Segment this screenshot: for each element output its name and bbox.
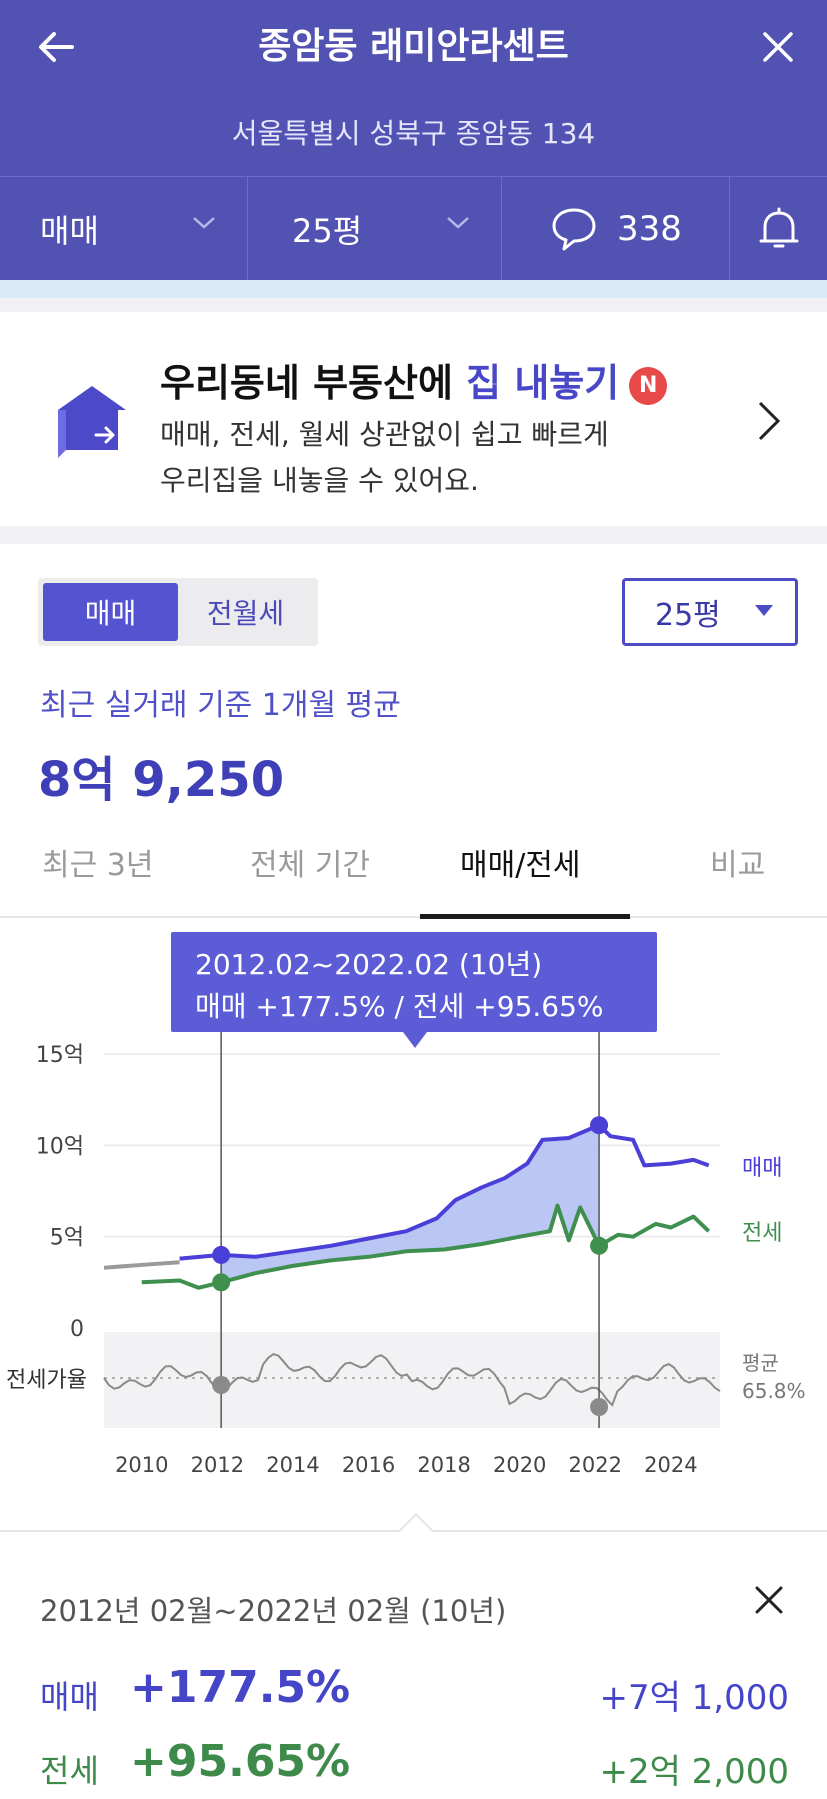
sale-series-label: 매매 xyxy=(742,1156,782,1181)
banner-desc-line1: 매매, 전세, 월세 상관없이 쉽고 빠르게 xyxy=(160,418,609,451)
new-badge: N xyxy=(629,366,668,405)
size-value: 25평 xyxy=(292,212,363,250)
speech-bubble-icon xyxy=(552,208,596,251)
banner-title: 우리동네 부동산에 집 내놓기 N xyxy=(160,352,668,407)
sale-line-early xyxy=(103,1260,180,1270)
deal-type-dropdown[interactable]: 매매 xyxy=(0,177,248,281)
sell-home-banner[interactable]: 우리동네 부동산에 집 내놓기 N 매매, 전세, 월세 상관없이 쉽고 빠르게 … xyxy=(0,312,827,526)
tooltip-change: 매매 +177.5% / 전세 +95.65% xyxy=(195,990,604,1023)
sale-amount: +7억 1,000 xyxy=(599,1678,789,1718)
jeonse-label: 전세 xyxy=(40,1752,99,1790)
sale-percent: +177.5% xyxy=(130,1662,351,1713)
header-divider xyxy=(0,280,827,298)
sale-point-marker xyxy=(590,1116,609,1135)
jeonse-percent: +95.65% xyxy=(130,1736,351,1787)
x-tick-label: 2012 xyxy=(191,1453,244,1477)
tab-recent-3y[interactable]: 최근 3년 xyxy=(42,848,154,883)
banner-title-highlight: 집 내놓기 xyxy=(466,361,620,405)
ratio-line xyxy=(103,1352,721,1407)
x-tick-label: 2020 xyxy=(493,1453,546,1477)
sale-label: 매매 xyxy=(40,1678,99,1716)
period-tabs: 최근 3년 전체 기간 매매/전세 비교 xyxy=(0,826,827,919)
series-lines xyxy=(103,1123,711,1290)
close-icon[interactable] xyxy=(753,22,803,72)
banner-title-main: 우리동네 부동산에 xyxy=(160,361,467,405)
selection-fill xyxy=(221,1125,600,1283)
x-tick-label: 2022 xyxy=(569,1453,622,1477)
selection-tooltip: 2012.02~2022.02 (10년) 매매 +177.5% / 전세 +9… xyxy=(171,932,657,1048)
x-axis-ticks: 2010 2012 2014 2016 2018 2020 2022 2024 xyxy=(115,1453,698,1477)
section-divider xyxy=(0,526,827,544)
size-dropdown[interactable]: 25평 xyxy=(248,177,502,281)
summary-range: 2012년 02월~2022년 02월 (10년) xyxy=(40,1594,507,1628)
chart-grid xyxy=(104,1053,720,1238)
deal-segment-control: 매매 전월세 xyxy=(38,578,318,646)
chevron-down-icon xyxy=(447,217,469,229)
ratio-point-marker xyxy=(590,1398,609,1416)
avg-price-value: 8억 9,250 xyxy=(38,752,285,808)
jeonse-series-label: 전세 xyxy=(742,1221,782,1246)
tab-compare[interactable]: 비교 xyxy=(710,848,766,883)
x-tick-label: 2014 xyxy=(266,1453,319,1477)
y-tick-label: 10억 xyxy=(36,1134,84,1159)
selection-area xyxy=(221,1125,600,1283)
page-title: 종암동 래미안라센트 xyxy=(258,26,569,67)
segment-rent[interactable]: 전월세 xyxy=(206,597,285,630)
panel-notch xyxy=(399,1513,433,1547)
x-tick-label: 2024 xyxy=(644,1453,697,1477)
comments-button[interactable]: 338 xyxy=(502,177,730,281)
tab-all-period[interactable]: 전체 기간 xyxy=(250,848,370,883)
chevron-down-icon xyxy=(193,217,215,229)
ratio-average-value: 65.8% xyxy=(742,1379,806,1403)
x-tick-label: 2016 xyxy=(342,1453,395,1477)
jeonse-point-marker xyxy=(212,1273,231,1292)
y-axis-ticks: 15억 10억 5억 0 xyxy=(36,1043,84,1342)
banner-desc-line2: 우리집을 내놓을 수 있어요. xyxy=(160,464,479,497)
x-tick-label: 2018 xyxy=(417,1453,470,1477)
deal-type-value: 매매 xyxy=(40,212,99,250)
sale-point-marker xyxy=(212,1245,231,1264)
ratio-label: 전세가율 xyxy=(6,1368,87,1393)
jeonse-line xyxy=(141,1203,711,1290)
address-text: 서울특별시 성북구 종암동 134 xyxy=(231,117,596,150)
filter-bar: 매매 25평 338 xyxy=(0,176,827,281)
y-tick-label: 0 xyxy=(70,1317,84,1342)
house-upload-icon xyxy=(58,386,126,458)
jeonse-ratio-panel: 전세가율 평균 65.8% xyxy=(6,1332,806,1428)
ratio-average-label: 평균 xyxy=(742,1351,779,1375)
back-arrow-icon[interactable] xyxy=(32,22,82,72)
bell-icon xyxy=(759,207,798,248)
sale-change-row: 매매 +177.5% +7억 1,000 xyxy=(40,1662,789,1722)
sale-line xyxy=(179,1123,710,1261)
app-header: 종암동 래미안라센트 서울특별시 성북구 종암동 134 매매 25평 338 xyxy=(0,0,827,281)
tab-sale-jeonse[interactable]: 매매/전세 xyxy=(460,848,581,883)
ratio-point-marker xyxy=(212,1376,231,1394)
size-select-value: 25평 xyxy=(655,598,721,633)
tooltip-range: 2012.02~2022.02 (10년) xyxy=(195,948,543,981)
jeonse-point-marker xyxy=(590,1236,609,1255)
jeonse-change-row: 전세 +95.65% +2억 2,000 xyxy=(40,1736,789,1796)
jeonse-amount: +2억 2,000 xyxy=(599,1752,789,1792)
avg-price-label: 최근 실거래 기준 1개월 평균 xyxy=(40,688,401,723)
notification-button[interactable] xyxy=(730,177,827,281)
chevron-right-icon xyxy=(758,401,781,441)
section-divider xyxy=(0,298,827,312)
change-summary-panel: 2012년 02월~2022년 02월 (10년) 매매 +177.5% +7억… xyxy=(0,1513,827,1799)
comment-count: 338 xyxy=(617,209,682,249)
selection-markers xyxy=(212,1032,609,1428)
banner-description: 매매, 전세, 월세 상관없이 쉽고 빠르게 우리집을 내놓을 수 있어요. xyxy=(160,412,609,504)
active-tab-indicator xyxy=(420,914,630,919)
segment-sale[interactable]: 매매 xyxy=(43,583,178,641)
x-tick-label: 2010 xyxy=(115,1453,168,1477)
close-icon[interactable] xyxy=(749,1580,789,1620)
dropdown-triangle-icon xyxy=(755,605,773,616)
size-select[interactable]: 25평 xyxy=(622,578,798,646)
y-tick-label: 15억 xyxy=(36,1043,84,1068)
y-tick-label: 5억 xyxy=(50,1226,84,1251)
